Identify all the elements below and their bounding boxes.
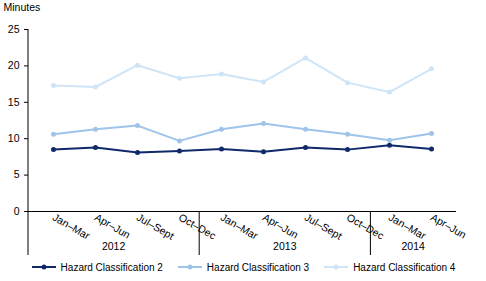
svg-text:Minutes: Minutes <box>4 1 41 13</box>
svg-text:Jan–Mar: Jan–Mar <box>387 211 429 242</box>
svg-text:Jul–Sept: Jul–Sept <box>303 211 344 242</box>
svg-text:5: 5 <box>14 168 20 180</box>
html-text:Hazard Classification 2: Hazard Classification 2 <box>60 261 163 273</box>
svg-text:Jan–Mar: Jan–Mar <box>219 211 261 242</box>
svg-text:20: 20 <box>8 59 20 71</box>
svg-text:0: 0 <box>14 205 20 217</box>
html-text:Hazard Classification 4: Hazard Classification 4 <box>353 261 456 273</box>
svg-text:10: 10 <box>8 132 20 144</box>
svg-text:2013: 2013 <box>273 240 297 252</box>
svg-text:Oct–Dec: Oct–Dec <box>345 211 386 242</box>
svg-text:25: 25 <box>8 23 20 35</box>
svg-text:15: 15 <box>8 96 20 108</box>
svg-text:Jul–Sept: Jul–Sept <box>135 211 176 242</box>
svg-text:Jan–Mar: Jan–Mar <box>51 211 93 242</box>
svg-text:Apr–Jun: Apr–Jun <box>429 211 469 241</box>
svg-text:2012: 2012 <box>102 240 126 252</box>
svg-text:Apr–Jun: Apr–Jun <box>93 211 133 241</box>
svg-text:Oct–Dec: Oct–Dec <box>177 211 218 242</box>
html-text:Hazard Classification 3: Hazard Classification 3 <box>206 261 310 273</box>
svg-text:2014: 2014 <box>402 240 426 252</box>
svg-text:Apr–Jun: Apr–Jun <box>261 211 301 241</box>
